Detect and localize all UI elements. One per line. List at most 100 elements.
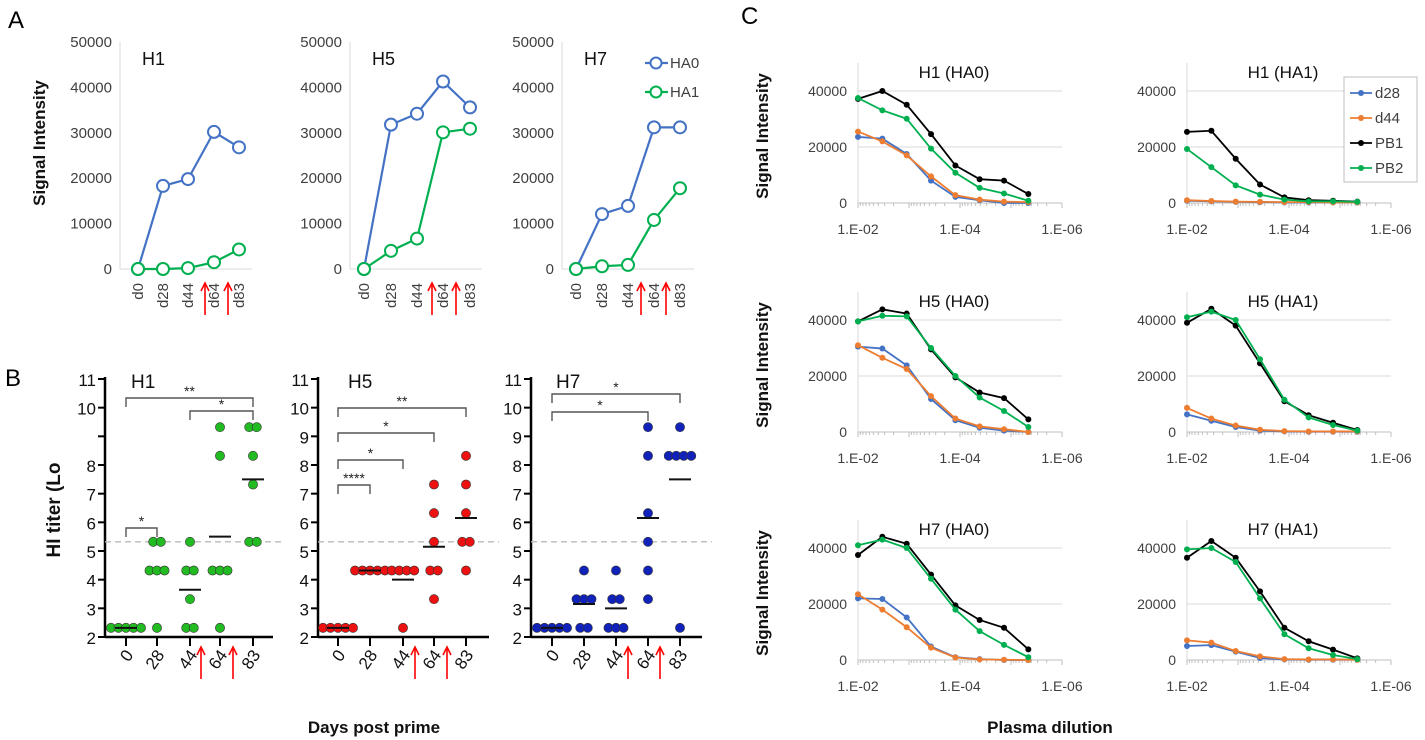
data-point-pb2 — [1257, 356, 1264, 363]
data-point-pb2 — [1001, 190, 1008, 197]
data-point-pb2 — [1305, 414, 1312, 421]
data-point-d44 — [1184, 637, 1190, 644]
data-point — [251, 422, 262, 433]
data-point-pb1 — [928, 131, 935, 138]
data-point-d44 — [928, 644, 935, 651]
data-point-pb1 — [879, 306, 886, 313]
y-tick-label: 4 — [87, 572, 96, 591]
significance-label: * — [219, 396, 225, 412]
y-tick-label: 50000 — [70, 34, 112, 51]
series-line-d44 — [857, 344, 1029, 433]
x-tick-label: 28 — [142, 646, 168, 672]
boost-arrow-head — [636, 281, 646, 292]
data-point-pb2 — [1184, 314, 1190, 321]
boost-arrow-head — [451, 281, 461, 292]
data-point-ha0 — [207, 124, 221, 139]
data-point — [251, 536, 262, 547]
data-point-d44 — [1001, 198, 1008, 205]
data-point-d44 — [1232, 422, 1239, 429]
y-tick-label: 0 — [546, 261, 554, 278]
legend-box — [1343, 76, 1418, 183]
y-tick-label: 11 — [504, 371, 522, 390]
data-point — [675, 422, 685, 433]
data-point — [643, 565, 653, 576]
y-tick-label: 10 — [77, 400, 96, 419]
x-tick-label: d0 — [356, 283, 373, 300]
data-point-pb1 — [1305, 638, 1312, 645]
y-axis-title: Signal Intensity — [753, 302, 772, 428]
data-point-d44 — [952, 654, 959, 661]
x-tick-label: 1.E-04 — [939, 221, 980, 237]
series-line-pb2 — [857, 97, 1029, 202]
data-point — [618, 622, 629, 633]
data-point-pb2 — [1025, 654, 1032, 661]
data-point-d44 — [1305, 428, 1312, 435]
legend-label: d44 — [1375, 110, 1400, 127]
data-point-pb1 — [1025, 191, 1032, 198]
significance-bracket — [337, 484, 371, 494]
y-tick-label: 10000 — [512, 216, 554, 233]
series-line-pb2 — [857, 314, 1029, 428]
data-point-pb2 — [928, 345, 935, 351]
data-point-pb2 — [1281, 396, 1288, 403]
panel-label-c: C — [741, 3, 758, 30]
data-point-d44 — [855, 342, 861, 349]
significance-bracket — [551, 393, 681, 403]
data-point-pb1 — [1208, 127, 1215, 134]
data-point — [461, 508, 471, 519]
y-tick-label: 40000 — [1137, 540, 1176, 556]
panel-label-a: A — [8, 7, 24, 34]
data-point-d44 — [976, 196, 983, 203]
data-point-pb2 — [1257, 595, 1264, 602]
y-tick-label: 9 — [513, 428, 522, 447]
data-point-ha0 — [181, 172, 195, 187]
data-point-pb1 — [879, 88, 886, 94]
y-tick-label: 0 — [1168, 195, 1176, 211]
data-point-d44 — [1208, 198, 1215, 205]
y-tick-label: 20000 — [1137, 596, 1176, 612]
data-point-pb2 — [1354, 427, 1361, 434]
y-tick-label: 20000 — [1137, 139, 1176, 155]
y-tick-label: 10000 — [300, 216, 342, 233]
y-tick-label: 10 — [290, 400, 309, 419]
chart-title: H5 — [372, 49, 395, 69]
chart-title: H5 (HA1) — [1248, 292, 1319, 311]
data-point-d44 — [903, 366, 910, 372]
data-point-pb1 — [1281, 624, 1288, 631]
data-point-pb2 — [1001, 641, 1008, 648]
boost-arrow-head — [427, 281, 437, 292]
x-tick-label: 28 — [355, 646, 381, 672]
y-tick-label: 4 — [513, 572, 522, 591]
y-tick-label: 3 — [87, 600, 96, 619]
chart-title: H5 (HA0) — [919, 292, 990, 311]
data-point-pb1 — [1184, 554, 1190, 561]
x-tick-label: 44 — [601, 646, 627, 672]
chart-title: H1 — [131, 372, 155, 393]
data-point-ha1 — [647, 212, 661, 227]
chart-title: H1 (HA1) — [1248, 63, 1319, 82]
x-tick-label: 1.E-02 — [1166, 221, 1207, 237]
data-point-ha0 — [463, 100, 477, 115]
data-point-d44 — [976, 656, 983, 663]
data-point-ha0 — [410, 106, 424, 121]
x-tick-label: 1.E-04 — [939, 678, 980, 694]
data-point — [248, 450, 258, 461]
legend-marker-icon — [1358, 140, 1364, 146]
panel-a-y-axis-title: Signal Intensity — [30, 80, 49, 206]
y-tick-label: 20000 — [808, 368, 847, 384]
data-point-pb2 — [1208, 545, 1215, 551]
series-line-d44 — [857, 130, 1029, 204]
data-point-pb2 — [952, 606, 959, 613]
x-tick-label: 1.E-06 — [1370, 450, 1411, 466]
chart-title: H1 (HA0) — [919, 63, 990, 82]
data-point-pb1 — [903, 540, 910, 547]
y-tick-label: 7 — [513, 486, 522, 505]
data-point-pb1 — [1257, 588, 1264, 595]
data-point — [188, 622, 199, 633]
data-point — [155, 536, 166, 547]
data-point-d28 — [928, 177, 935, 184]
boost-arrow-head — [661, 281, 671, 292]
y-tick-label: 20000 — [808, 139, 847, 155]
